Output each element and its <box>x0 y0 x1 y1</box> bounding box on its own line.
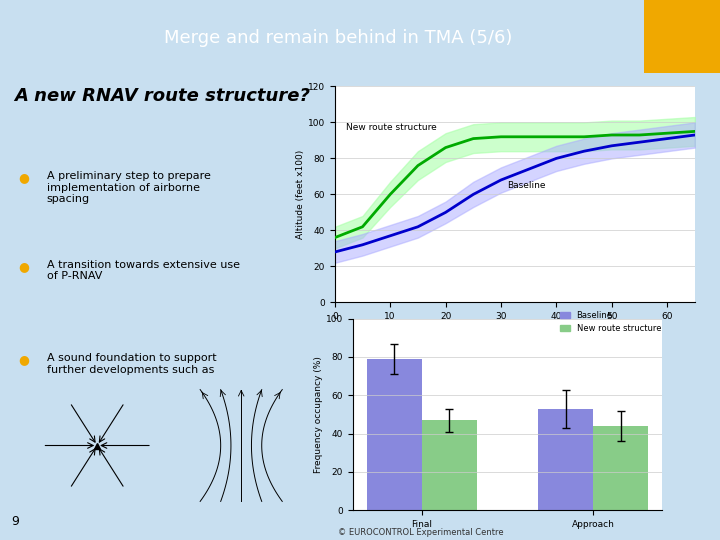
X-axis label: Distance to final approach fix
(NM): Distance to final approach fix (NM) <box>448 324 582 343</box>
Text: 9: 9 <box>11 515 19 528</box>
Text: A sound foundation to support
further developments such as: A sound foundation to support further de… <box>47 353 217 375</box>
Text: © EUROCONTROL Experimental Centre: © EUROCONTROL Experimental Centre <box>338 528 504 537</box>
Text: A preliminary step to prepare
implementation of airborne
spacing: A preliminary step to prepare implementa… <box>47 171 211 204</box>
Bar <box>422 420 477 510</box>
Legend: Baseline, New route structure: Baseline, New route structure <box>557 307 665 336</box>
Bar <box>593 426 648 510</box>
Y-axis label: Altitude (feet x100): Altitude (feet x100) <box>296 150 305 239</box>
Text: A transition towards extensive use
of P-RNAV: A transition towards extensive use of P-… <box>47 260 240 281</box>
Text: Merge and remain behind in TMA (5/6): Merge and remain behind in TMA (5/6) <box>164 29 513 47</box>
Y-axis label: Frequency occupancy (%): Frequency occupancy (%) <box>314 356 323 473</box>
Text: ●: ● <box>18 353 29 366</box>
Bar <box>644 0 720 73</box>
Bar <box>539 409 593 510</box>
Text: New route structure: New route structure <box>346 123 436 132</box>
Bar <box>367 359 422 510</box>
Text: A new RNAV route structure?: A new RNAV route structure? <box>14 87 310 105</box>
Text: ●: ● <box>18 171 29 184</box>
Text: Baseline: Baseline <box>508 181 546 190</box>
Text: ●: ● <box>18 260 29 273</box>
